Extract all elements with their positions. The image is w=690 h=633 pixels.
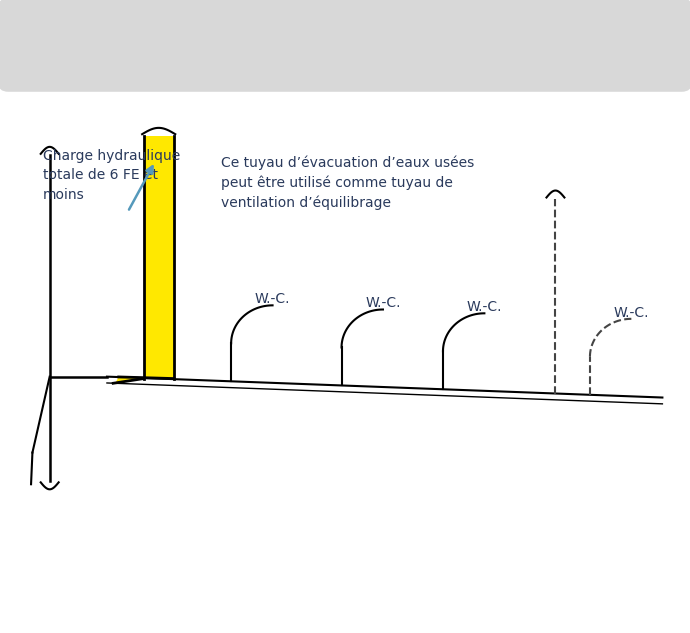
Text: Charge hydraulique
totale de 6 FE et
moins: Charge hydraulique totale de 6 FE et moi… [43, 149, 180, 202]
Text: Tuyau d’évacuation d’eaux usées de 6 FE et moins: Tuyau d’évacuation d’eaux usées de 6 FE … [69, 31, 621, 51]
Text: Ce tuyau d’évacuation d’eaux usées
peut être utilisé comme tuyau de
ventilation : Ce tuyau d’évacuation d’eaux usées peut … [221, 155, 474, 210]
Text: W.-C.: W.-C. [466, 300, 502, 314]
Polygon shape [115, 377, 174, 383]
Bar [144, 136, 174, 379]
Text: W.-C.: W.-C. [613, 306, 649, 320]
Text: W.-C.: W.-C. [365, 296, 401, 310]
Text: W.-C.: W.-C. [255, 292, 290, 306]
